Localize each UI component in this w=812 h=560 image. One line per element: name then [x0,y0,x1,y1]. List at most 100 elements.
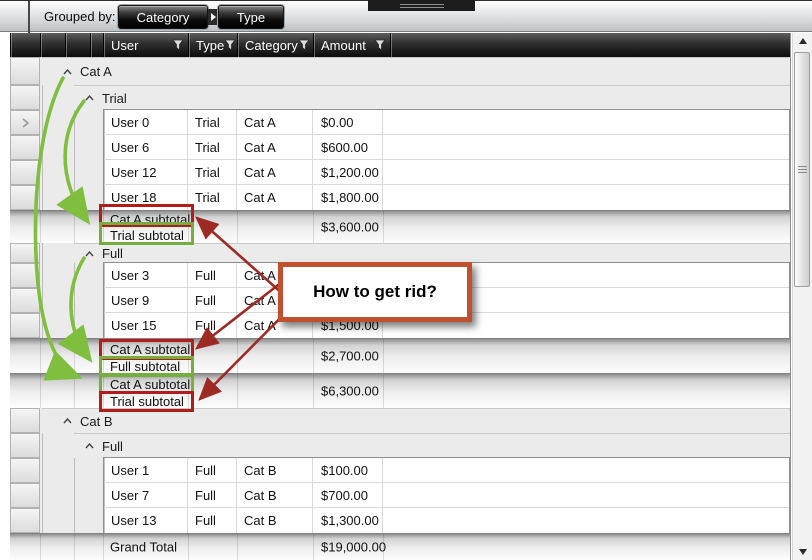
cell-amount: $0.00 [313,110,383,134]
group-row-cat-a[interactable]: Cat A [42,57,790,85]
group-button-category[interactable]: Category [118,5,208,29]
row-selector[interactable] [10,483,40,508]
scroll-up-icon [798,38,807,44]
group-row-cat-b[interactable]: Cat B [42,408,790,433]
group-row-full-b[interactable]: Full [74,433,790,458]
cell-user: User 1 [104,458,188,482]
row-selector[interactable] [10,135,40,160]
row-selector[interactable] [10,433,40,458]
row-selector[interactable] [10,185,40,210]
collapse-icon[interactable] [63,418,72,424]
cell-user: User 15 [104,313,188,338]
cell-category: Cat B [237,483,313,507]
subtotal-amount: $2,700.00 [321,348,379,364]
cell-user: User 7 [104,483,188,507]
table-row[interactable]: User 12 Trial Cat A $1,200.00 [104,160,789,185]
row-selector[interactable] [10,288,40,313]
cell-user: User 0 [104,110,188,134]
grand-total-amount: $19,000.00 [321,539,387,555]
cell-type: Full [188,313,237,338]
column-header-amount[interactable]: Amount [313,33,390,57]
cell-type: Full [188,263,237,287]
data-island: User 1 Full Cat B $100.00 User 7 Full Ca… [103,457,790,534]
cell-user: User 18 [104,185,188,210]
cell-filler [383,110,789,134]
row-selector[interactable] [10,160,40,185]
table-row[interactable]: User 6 Trial Cat A $600.00 [104,135,789,160]
row-selector[interactable] [10,408,40,433]
header-spacer [65,33,90,57]
data-island: User 0 Trial Cat A $0.00 User 6 Trial Ca… [103,109,790,211]
cell-filler [383,160,789,184]
column-header-label: User [111,37,139,53]
cell-type: Trial [188,185,237,210]
cell-category: Cat A [237,110,313,134]
subtotal-label: Cat A subtotal [110,342,191,357]
filter-icon[interactable] [224,39,237,51]
scroll-down-button[interactable] [793,544,812,560]
collapse-icon[interactable] [85,443,94,449]
summary-row: Cat A subtotal Trial subtotal $3,600.00 [10,210,790,243]
row-selector[interactable] [10,110,40,135]
scroll-up-button[interactable] [793,33,812,49]
collapse-icon[interactable] [85,95,94,101]
cell-filler [383,458,789,482]
column-header-type[interactable]: Type [188,33,237,57]
collapse-icon[interactable] [85,250,94,257]
column-header-category[interactable]: Category [237,33,313,57]
column-header-label: Amount [321,37,366,53]
cell-category: Cat A [237,160,313,184]
filter-icon[interactable] [172,39,184,51]
column-header-label: Category [245,37,298,53]
row-selector[interactable] [10,85,40,110]
splitter-grip-icon [399,7,444,8]
grand-total-row: Grand Total $19,000.00 [10,533,790,560]
table-row[interactable]: User 13 Full Cat B $1,300.00 [104,508,789,533]
table-row[interactable]: User 18 Trial Cat A $1,800.00 [104,185,789,210]
table-row[interactable]: User 7 Full Cat B $700.00 [104,483,789,508]
row-selector[interactable] [10,313,40,338]
group-row-full[interactable]: Full [74,243,790,263]
vertical-scrollbar[interactable] [792,33,812,560]
cell-user: User 9 [104,288,188,312]
row-selector[interactable] [10,458,40,483]
row-selector[interactable] [10,508,40,533]
row-selector[interactable] [10,243,40,263]
splitter-handle[interactable] [368,0,475,11]
filter-icon[interactable] [374,39,386,51]
filter-icon[interactable] [297,39,310,51]
group-label: Full [102,246,123,261]
grand-total-label: Grand Total [110,539,177,555]
group-box-border [74,433,75,533]
row-selector[interactable] [10,57,40,85]
cell-amount: $700.00 [313,483,383,507]
table-row[interactable]: User 0 Trial Cat A $0.00 [104,110,789,135]
group-hierarchy-arrow-icon [208,9,218,25]
subtotal-label: Trial subtotal [110,394,184,409]
summary-row: Cat A subtotal Trial subtotal $6,300.00 [10,373,790,409]
cell-category: Cat B [237,458,313,482]
cell-filler [383,483,789,507]
group-button-type[interactable]: Type [218,5,284,29]
scroll-down-icon [798,549,807,555]
group-label: Cat B [80,413,113,429]
collapse-icon[interactable] [63,68,72,75]
grid-right-border [790,33,791,560]
table-row[interactable]: User 1 Full Cat B $100.00 [104,458,789,483]
header-spacer [10,33,40,57]
cell-amount: $1,800.00 [313,185,383,210]
cell-filler [383,135,789,159]
row-selector[interactable] [10,263,40,288]
cell-filler [383,508,789,533]
subtotal-amount: $6,300.00 [321,383,379,399]
current-row-indicator-icon [22,117,29,128]
group-row-trial[interactable]: Trial [74,85,790,110]
header-spacer [40,33,65,57]
scrollbar-thumb[interactable] [794,52,810,287]
scrollbar-grip-icon [798,166,807,175]
subtotal-label: Cat A subtotal [110,377,191,392]
column-header-user[interactable]: User [103,33,188,57]
splitter-grip-icon [399,4,444,5]
column-header-row: User Type Category Amount [10,33,790,57]
